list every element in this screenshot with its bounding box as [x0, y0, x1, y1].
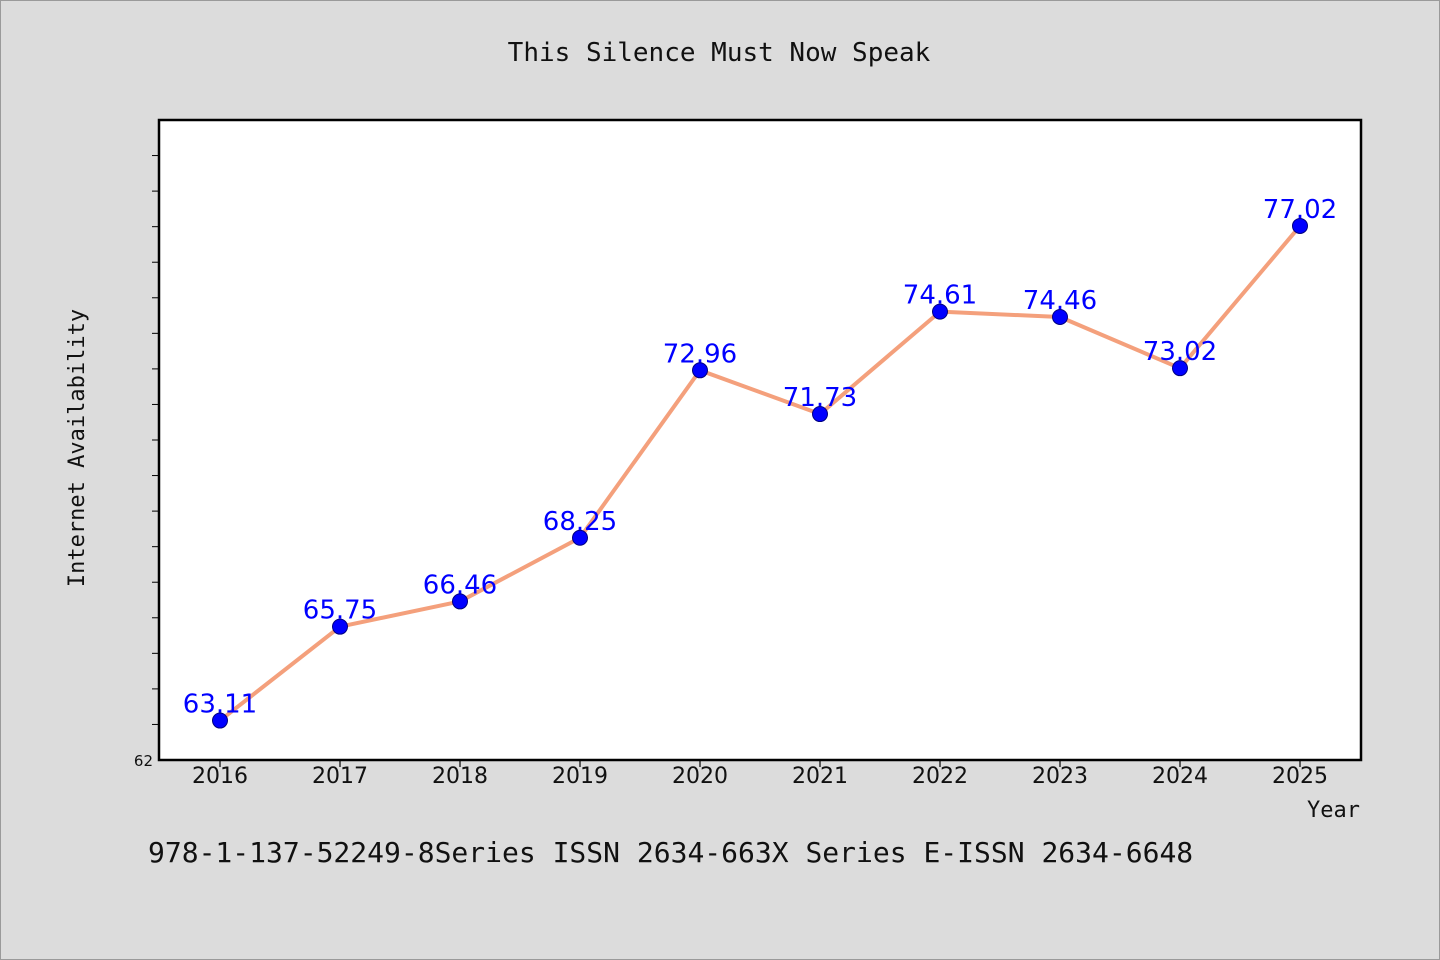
x-tick-label-2023: 2023	[1032, 764, 1088, 789]
data-point-2020	[692, 362, 708, 379]
chart-title: This Silence Must Now Speak	[508, 38, 931, 68]
data-label-2022: 74.61	[903, 281, 977, 311]
data-point-2022	[932, 303, 948, 320]
x-axis-tick-labels: 2016 2017 2018 2019 2020 2021 2022 2023 2024 2025	[192, 764, 1328, 789]
data-label-2016: 63.11	[183, 690, 257, 720]
x-tick-label-2020: 2020	[672, 764, 728, 789]
data-point-2025	[1292, 217, 1308, 234]
x-tick-label-2021: 2021	[792, 764, 848, 789]
series-line	[218, 223, 1302, 723]
data-label-2017: 65.75	[303, 596, 377, 626]
data-label-2025: 77.02	[1263, 195, 1337, 225]
x-tick-label-2019: 2019	[552, 764, 608, 789]
y-axis-title: Internet Availability	[65, 309, 90, 587]
y-tick-label-min: 62	[134, 752, 153, 770]
data-point-2021	[812, 406, 828, 423]
x-tick-label-2022: 2022	[912, 764, 968, 789]
x-tick-label-2018: 2018	[432, 764, 488, 789]
x-axis-ticks	[219, 760, 1301, 767]
y-axis-ticks	[152, 155, 159, 725]
data-point-2016	[212, 712, 228, 729]
plot-area	[157, 118, 1363, 762]
data-point-2019	[572, 529, 588, 546]
data-label-2019: 68.25	[543, 507, 617, 537]
x-tick-label-2025: 2025	[1272, 764, 1328, 789]
data-label-2021: 71.73	[783, 383, 857, 413]
data-point-2018	[452, 593, 468, 610]
footer-isbn-issn: 978-1-137-52249-8Series ISSN 2634-663X S…	[148, 836, 1193, 869]
data-label-2024: 73.02	[1143, 337, 1217, 367]
series-layer: 63.11 65.75 66.46 68.25 72.96 71.73 74.61 74.46…	[183, 195, 1337, 729]
x-tick-label-2024: 2024	[1152, 764, 1208, 789]
data-label-2020: 72.96	[663, 339, 737, 369]
data-label-2023: 74.46	[1023, 286, 1097, 316]
data-point-2017	[332, 618, 348, 635]
data-label-2018: 66.46	[423, 570, 497, 600]
x-tick-label-2016: 2016	[192, 764, 248, 789]
data-point-2023	[1052, 308, 1068, 325]
x-axis-title: Year	[1307, 798, 1360, 823]
x-tick-label-2017: 2017	[312, 764, 368, 789]
data-point-2024	[1172, 360, 1188, 377]
